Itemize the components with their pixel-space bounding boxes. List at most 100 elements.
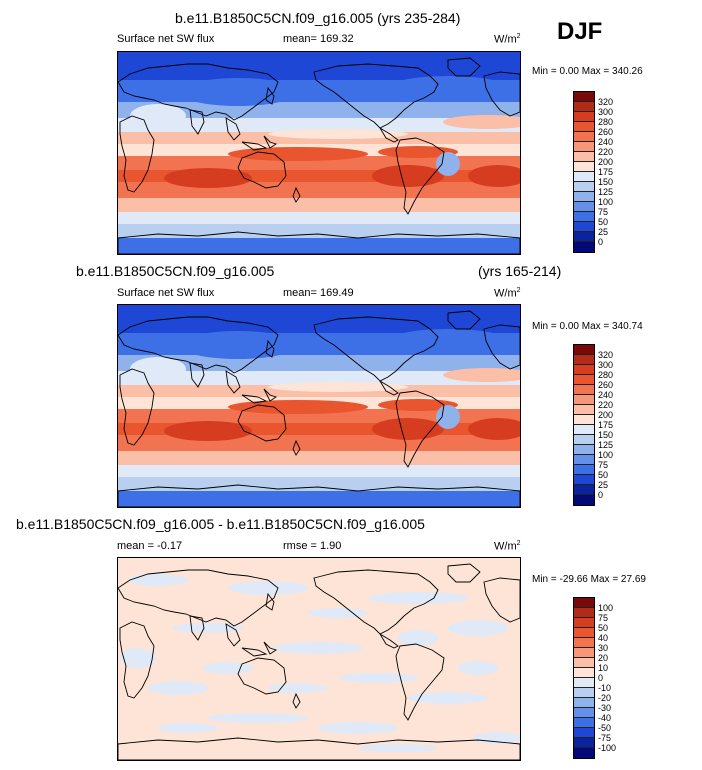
colorbar-swatch xyxy=(574,648,594,658)
colorbar-tick-label: 220 xyxy=(598,147,614,157)
colorbar-tick-label: 240 xyxy=(598,390,614,400)
colorbar-tick-label: 25 xyxy=(598,480,609,490)
colorbar-tick-label: 40 xyxy=(598,633,609,643)
panel1-map xyxy=(117,51,521,255)
colorbar-tick-label: 20 xyxy=(598,653,609,663)
coastlines xyxy=(118,563,520,760)
colorbar-tick-label: 175 xyxy=(598,420,614,430)
panel2-minmax: Min = 0.00 Max = 340.74 xyxy=(532,321,643,332)
panel1-units: W/m2 xyxy=(494,33,521,46)
panel1-mean: mean= 169.32 xyxy=(283,33,354,45)
colorbar-tick-label: 75 xyxy=(598,207,609,217)
colorbar-tick-label: -30 xyxy=(598,703,612,713)
colorbar-swatch xyxy=(574,152,594,162)
colorbar-swatch xyxy=(574,212,594,222)
colorbar-tick-label: 150 xyxy=(598,430,614,440)
colorbar-tick-label: 320 xyxy=(598,350,614,360)
colorbar-swatch xyxy=(574,678,594,688)
colorbar-tick-label: 100 xyxy=(598,450,614,460)
colorbar-swatch xyxy=(574,222,594,232)
colorbar-swatch xyxy=(574,365,594,375)
colorbar-swatch xyxy=(574,628,594,638)
colorbar-tick-label: 260 xyxy=(598,380,614,390)
colorbar-tick-label: 50 xyxy=(598,470,609,480)
colorbar-tick-label: -20 xyxy=(598,693,612,703)
colorbar-swatch xyxy=(574,638,594,648)
colorbar-tick-label: -100 xyxy=(598,743,617,753)
colorbar-swatch xyxy=(574,425,594,435)
colorbar-tick-label: 0 xyxy=(598,673,604,683)
colorbar-tick-label: 125 xyxy=(598,440,614,450)
colorbar-swatch xyxy=(574,355,594,365)
colorbar-tick-label: 75 xyxy=(598,460,609,470)
colorbar-swatch xyxy=(574,242,594,252)
colorbar-swatch xyxy=(574,668,594,678)
colorbar-swatch xyxy=(574,182,594,192)
colorbar-swatch xyxy=(574,202,594,212)
colorbar-tick-label: 0 xyxy=(598,490,604,500)
colorbar-swatch xyxy=(574,415,594,425)
colorbar-swatch xyxy=(574,718,594,728)
colorbar-tick-label: 220 xyxy=(598,400,614,410)
panel3-rmse: rmse = 1.90 xyxy=(283,540,342,552)
colorbar-tick-label: 200 xyxy=(598,410,614,420)
colorbar-swatch xyxy=(574,708,594,718)
colorbar-swatch xyxy=(574,385,594,395)
colorbar-swatch xyxy=(574,598,594,608)
colorbar-swatch xyxy=(574,495,594,505)
colorbar-swatch xyxy=(574,748,594,758)
colorbar-swatch xyxy=(574,162,594,172)
colorbar-swatch xyxy=(574,122,594,132)
season-label: DJF xyxy=(557,18,603,45)
coastlines xyxy=(118,310,520,507)
colorbar-swatch xyxy=(574,345,594,355)
colorbar-swatch xyxy=(574,375,594,385)
colorbar-swatch xyxy=(574,232,594,242)
colorbar-tick-label: 240 xyxy=(598,137,614,147)
colorbar-swatch xyxy=(574,92,594,102)
colorbar-swatch xyxy=(574,465,594,475)
panel2-title: b.e11.B1850C5CN.f09_g16.005 xyxy=(76,263,275,279)
panel3-colorbar xyxy=(573,597,595,759)
colorbar-tick-label: 0 xyxy=(598,237,604,247)
colorbar-tick-label: 50 xyxy=(598,623,609,633)
field-layer xyxy=(118,52,520,254)
colorbar-swatch xyxy=(574,405,594,415)
colorbar-tick-label: 25 xyxy=(598,227,609,237)
colorbar-tick-label: 125 xyxy=(598,187,614,197)
colorbar-swatch xyxy=(574,395,594,405)
panel1-minmax: Min = 0.00 Max = 340.26 xyxy=(532,66,643,77)
colorbar-tick-label: 260 xyxy=(598,127,614,137)
colorbar-swatch xyxy=(574,608,594,618)
colorbar-tick-label: 100 xyxy=(598,603,614,613)
colorbar-tick-label: 150 xyxy=(598,177,614,187)
colorbar-tick-label: 75 xyxy=(598,613,609,623)
colorbar-swatch xyxy=(574,728,594,738)
colorbar-tick-label: 280 xyxy=(598,117,614,127)
panel2-variable: Surface net SW flux xyxy=(117,287,215,299)
colorbar-tick-label: 280 xyxy=(598,370,614,380)
panel3-mean: mean = -0.17 xyxy=(117,540,183,552)
colorbar-tick-label: 10 xyxy=(598,663,609,673)
colorbar-swatch xyxy=(574,618,594,628)
panel3-title: b.e11.B1850C5CN.f09_g16.005 - b.e11.B185… xyxy=(16,516,425,532)
colorbar-swatch xyxy=(574,142,594,152)
panel1-colorbar xyxy=(573,91,595,253)
colorbar-tick-label: 50 xyxy=(598,217,609,227)
colorbar-swatch xyxy=(574,485,594,495)
colorbar-tick-label: 300 xyxy=(598,360,614,370)
colorbar-swatch xyxy=(574,172,594,182)
panel2-map xyxy=(117,304,521,508)
colorbar-tick-label: 200 xyxy=(598,157,614,167)
panel3-units: W/m2 xyxy=(494,540,521,553)
colorbar-swatch xyxy=(574,445,594,455)
colorbar-swatch xyxy=(574,688,594,698)
colorbar-tick-label: -50 xyxy=(598,723,612,733)
colorbar-tick-label: 300 xyxy=(598,107,614,117)
colorbar-tick-label: 30 xyxy=(598,643,609,653)
colorbar-swatch xyxy=(574,112,594,122)
panel1-title: b.e11.B1850C5CN.f09_g16.005 (yrs 235-284… xyxy=(175,10,461,26)
colorbar-tick-label: 320 xyxy=(598,97,614,107)
colorbar-tick-label: -40 xyxy=(598,713,612,723)
panel2-mean: mean= 169.49 xyxy=(283,287,354,299)
